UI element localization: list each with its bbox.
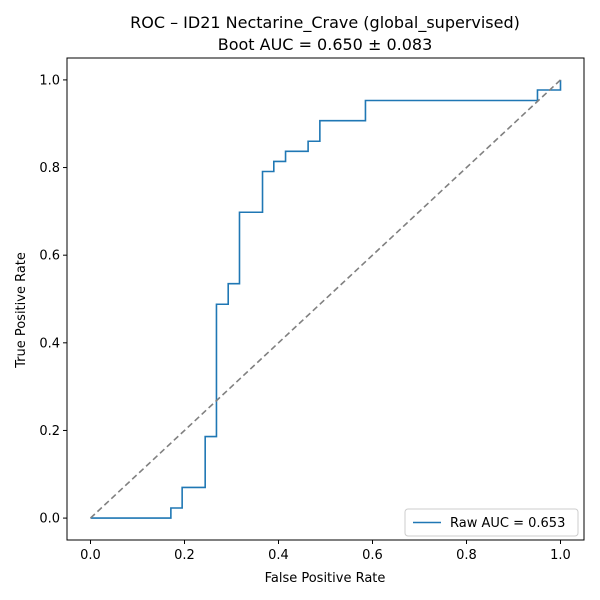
x-tick-label: 0.6	[362, 548, 383, 563]
y-tick-label: 0.8	[39, 161, 60, 176]
axes-frame	[66, 57, 585, 541]
y-tick-label: 0.6	[39, 249, 60, 264]
legend: Raw AUC = 0.653	[404, 508, 579, 537]
x-tick-label: 0.4	[268, 548, 289, 563]
chance-diagonal-line	[89, 79, 562, 519]
roc-curve-line	[90, 79, 562, 519]
y-tick-label: 0.4	[39, 336, 60, 351]
y-axis-label: True Positive Rate	[14, 252, 29, 369]
chart-subtitle: Boot AUC = 0.650 ± 0.083	[218, 35, 433, 54]
y-tick-label: 1.0	[39, 73, 60, 88]
x-tick-label: 0.8	[456, 548, 477, 563]
y-tick-label: 0.2	[39, 424, 60, 439]
x-tick-label: 1.0	[550, 548, 571, 563]
y-tick-label: 0.0	[39, 512, 60, 527]
legend-box	[404, 508, 579, 537]
x-tick-label: 0.2	[174, 548, 195, 563]
x-axis-label: False Positive Rate	[265, 571, 386, 586]
chart-title: ROC – ID21 Nectarine_Crave (global_super…	[130, 13, 520, 33]
plot-area: 0.0 0.0 0.2 0.2 0.4 0.4 0.6 0.6 0.8 0.8 1.0 1.0	[39, 57, 585, 563]
x-tick-label: 0.0	[80, 548, 101, 563]
legend-entry-label: Raw AUC = 0.653	[450, 516, 565, 531]
